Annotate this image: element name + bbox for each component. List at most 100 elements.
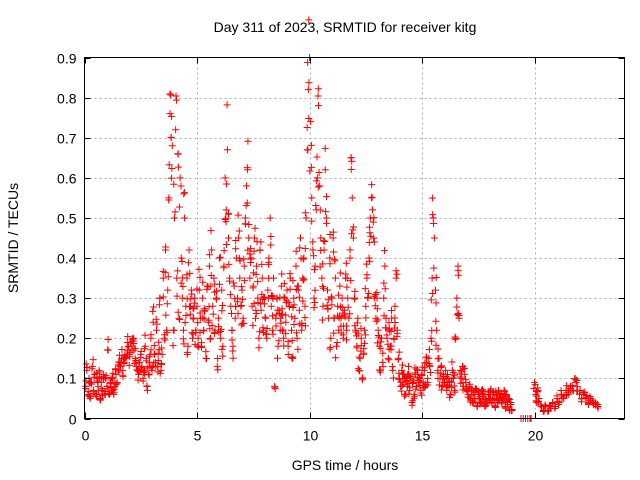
data-point <box>282 330 290 338</box>
data-point <box>506 401 514 409</box>
data-point <box>499 396 507 404</box>
data-point <box>309 238 317 246</box>
data-point <box>176 174 184 182</box>
data-point <box>348 157 356 165</box>
data-point <box>388 307 396 315</box>
data-point <box>339 331 347 339</box>
data-point <box>270 274 277 282</box>
data-point <box>324 305 332 313</box>
data-point <box>188 290 196 298</box>
data-point <box>253 262 261 270</box>
y-tick-label: 0.1 <box>57 371 77 387</box>
data-point <box>398 361 406 369</box>
x-tick-label: 0 <box>82 428 90 444</box>
data-point <box>103 385 111 393</box>
data-point <box>124 333 132 341</box>
data-point <box>168 142 176 150</box>
data-point <box>380 294 388 302</box>
data-point <box>252 314 259 322</box>
data-point <box>125 361 133 369</box>
data-point <box>387 327 395 335</box>
data-point <box>326 343 334 351</box>
data-point <box>370 214 378 222</box>
data-point <box>258 274 266 282</box>
data-point <box>397 387 405 395</box>
data-point <box>228 336 236 344</box>
data-point <box>337 314 345 322</box>
data-point <box>260 300 268 308</box>
plot-frame <box>84 57 625 419</box>
data-point <box>579 389 587 397</box>
data-point <box>218 345 226 353</box>
data-point <box>306 167 314 175</box>
data-point <box>345 314 353 322</box>
data-point <box>118 346 126 354</box>
data-point <box>313 153 321 161</box>
data-point <box>286 285 294 293</box>
data-point <box>555 400 563 408</box>
data-point <box>173 274 181 282</box>
data-point <box>299 297 307 305</box>
data-point <box>246 250 254 258</box>
data-point <box>272 322 280 330</box>
data-point <box>409 379 417 387</box>
data-point <box>318 316 326 324</box>
data-point <box>199 278 207 286</box>
data-point <box>319 283 327 291</box>
data-point <box>176 315 184 323</box>
data-point <box>197 339 205 347</box>
data-point <box>171 214 178 222</box>
data-point <box>157 366 165 374</box>
data-point <box>388 363 396 371</box>
data-point <box>451 388 459 396</box>
data-point <box>223 101 231 109</box>
data-point <box>203 355 211 363</box>
data-point <box>254 278 262 286</box>
data-point <box>240 255 248 263</box>
data-point <box>260 293 268 301</box>
data-point <box>372 317 380 325</box>
data-point <box>247 255 255 263</box>
data-point <box>392 267 400 275</box>
data-point <box>167 174 175 182</box>
data-point <box>295 306 303 314</box>
data-point <box>165 196 173 204</box>
data-point <box>284 350 292 358</box>
data-point <box>360 349 368 357</box>
data-point <box>223 146 231 154</box>
data-point <box>373 305 381 313</box>
data-point <box>327 293 335 301</box>
data-point <box>374 316 382 324</box>
data-point <box>189 305 197 313</box>
data-point <box>164 286 172 294</box>
data-point <box>353 344 361 352</box>
data-point <box>206 282 214 290</box>
data-point <box>88 380 96 388</box>
data-point <box>427 296 435 304</box>
data-point <box>301 322 309 330</box>
data-point <box>186 295 194 303</box>
data-point <box>229 347 237 355</box>
data-point <box>349 234 357 242</box>
data-point <box>450 371 458 379</box>
data-point <box>186 310 194 318</box>
data-point <box>230 282 238 290</box>
data-point <box>427 334 435 342</box>
data-point <box>109 369 117 377</box>
data-point <box>361 285 369 293</box>
data-point <box>593 401 601 409</box>
data-point <box>210 330 218 338</box>
data-point <box>351 295 359 303</box>
data-point <box>143 382 151 390</box>
data-point <box>457 374 465 382</box>
data-point <box>291 314 299 322</box>
data-point <box>167 91 175 99</box>
data-point <box>288 326 295 334</box>
data-point <box>178 294 186 302</box>
data-point <box>354 365 362 373</box>
data-point <box>301 314 309 322</box>
data-point <box>410 394 418 402</box>
data-point <box>357 334 365 342</box>
data-point <box>429 211 437 219</box>
data-point <box>357 324 365 332</box>
